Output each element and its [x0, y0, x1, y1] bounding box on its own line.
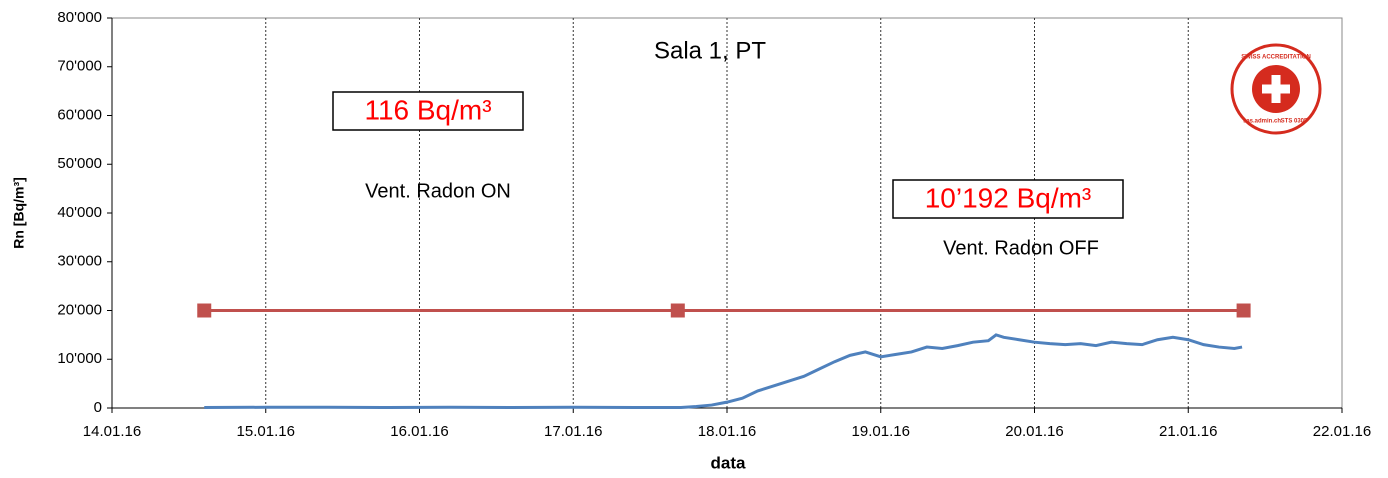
x-tick-label: 18.01.16	[698, 423, 756, 440]
series-marker	[197, 303, 212, 318]
x-tick-label: 16.01.16	[390, 423, 448, 440]
x-tick-label: 17.01.16	[544, 423, 602, 440]
y-tick-label: 20'000	[57, 301, 102, 318]
y-tick-label: 10'000	[57, 350, 102, 367]
series-marker	[670, 303, 685, 318]
x-tick-label: 19.01.16	[852, 423, 910, 440]
y-axis-label: Rn [Bq/m³]	[11, 177, 27, 249]
y-tick-label: 80'000	[57, 9, 102, 26]
logo-text: SWISS ACCREDITATION	[1241, 55, 1311, 61]
logo-text: sas.admin.ch	[1243, 119, 1281, 125]
x-tick-label: 22.01.16	[1313, 423, 1371, 440]
annotation: Vent. Radon OFF	[943, 237, 1099, 259]
plot-area	[111, 17, 1343, 409]
y-tick-label: 0	[94, 399, 102, 416]
y-tick-label: 60'000	[57, 106, 102, 123]
annotation-value: 10’192 Bq/m³	[925, 182, 1092, 213]
x-tick-label: 21.01.16	[1159, 423, 1217, 440]
accreditation-logo: SWISS ACCREDITATION sas.admin.ch STS 0305	[1230, 43, 1322, 135]
y-tick-label: 50'000	[57, 155, 102, 172]
x-tick-label: 14.01.16	[83, 423, 141, 440]
series-marker	[1236, 303, 1251, 318]
annotation: Vent. Radon ON	[365, 180, 511, 202]
chart-title: Sala 1, PT	[654, 37, 766, 64]
x-axis-label: data	[711, 453, 747, 472]
logo-cross	[1262, 84, 1290, 94]
x-tick-label: 20.01.16	[1005, 423, 1063, 440]
x-tick-label: 15.01.16	[237, 423, 295, 440]
series-line	[204, 333, 1243, 410]
annotation-box	[332, 91, 524, 131]
logo-text: STS 0305	[1281, 119, 1308, 125]
y-tick-label: 40'000	[57, 204, 102, 221]
annotation-value: 116 Bq/m³	[364, 94, 491, 125]
annotation-box	[892, 179, 1124, 219]
y-tick-label: 30'000	[57, 253, 102, 270]
y-tick-label: 70'000	[57, 58, 102, 75]
